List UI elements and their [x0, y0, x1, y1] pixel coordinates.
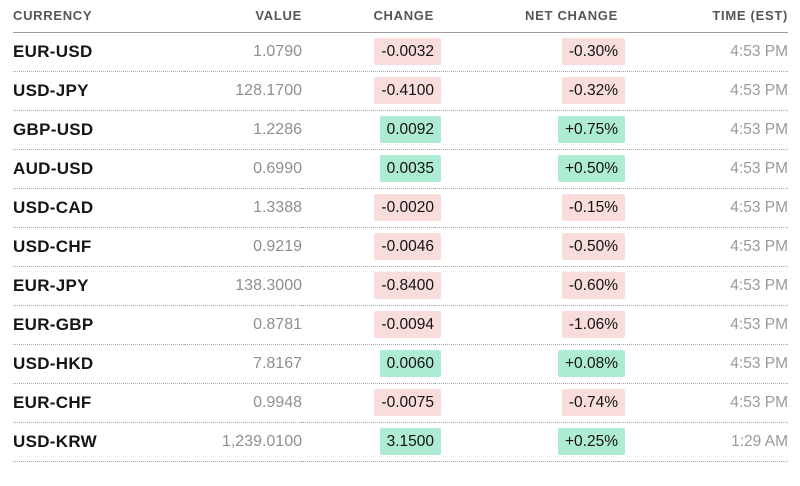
- change-badge: -0.0075: [374, 388, 441, 417]
- column-header-value: VALUE: [184, 0, 302, 33]
- net-change-badge: +0.08%: [557, 349, 625, 378]
- change-badge: -0.8400: [374, 271, 441, 300]
- time-cell: 4:53 PM: [618, 344, 788, 384]
- table-row: AUD-USD 0.6990 0.0035 +0.50% 4:53 PM: [13, 149, 788, 189]
- time-cell: 4:53 PM: [618, 383, 788, 423]
- table-row: EUR-USD 1.0790 -0.0032 -0.30% 4:53 PM: [13, 32, 788, 72]
- net-change-cell: -0.74%: [434, 383, 625, 423]
- change-badge: -0.0032: [374, 37, 441, 66]
- currency-pair-link[interactable]: EUR-JPY: [13, 266, 184, 306]
- currency-rates-panel: CURRENCY VALUE CHANGE NET CHANGE TIME (E…: [13, 0, 788, 462]
- change-badge: -0.0094: [374, 310, 441, 339]
- column-header-currency: CURRENCY: [13, 0, 184, 33]
- time-cell: 1:29 AM: [618, 422, 788, 462]
- net-change-cell: +0.50%: [434, 149, 625, 189]
- value-cell: 138.3000: [184, 266, 302, 306]
- change-badge: 0.0092: [379, 115, 441, 144]
- change-cell: 0.0092: [302, 110, 441, 150]
- table-row: EUR-JPY 138.3000 -0.8400 -0.60% 4:53 PM: [13, 266, 788, 306]
- net-change-cell: +0.08%: [434, 344, 625, 384]
- net-change-badge: -0.32%: [561, 76, 625, 105]
- time-cell: 4:53 PM: [618, 71, 788, 111]
- table-row: USD-HKD 7.8167 0.0060 +0.08% 4:53 PM: [13, 344, 788, 384]
- change-badge: -0.4100: [374, 76, 441, 105]
- column-header-change: CHANGE: [302, 0, 434, 33]
- column-header-net-change: NET CHANGE: [434, 0, 618, 33]
- change-cell: 0.0035: [302, 149, 441, 189]
- change-badge: 0.0035: [379, 154, 441, 183]
- currency-pair-link[interactable]: EUR-USD: [13, 32, 184, 72]
- net-change-cell: -1.06%: [434, 305, 625, 345]
- currency-pair-link[interactable]: USD-KRW: [13, 422, 184, 462]
- net-change-cell: -0.32%: [434, 71, 625, 111]
- change-badge: 3.1500: [379, 427, 441, 456]
- value-cell: 128.1700: [184, 71, 302, 111]
- change-cell: -0.0075: [302, 383, 441, 423]
- net-change-badge: +0.50%: [557, 154, 625, 183]
- time-cell: 4:53 PM: [618, 32, 788, 72]
- value-cell: 7.8167: [184, 344, 302, 384]
- value-cell: 1.2286: [184, 110, 302, 150]
- value-cell: 1.3388: [184, 188, 302, 228]
- time-cell: 4:53 PM: [618, 305, 788, 345]
- value-cell: 0.6990: [184, 149, 302, 189]
- table-row: EUR-CHF 0.9948 -0.0075 -0.74% 4:53 PM: [13, 383, 788, 423]
- time-cell: 4:53 PM: [618, 110, 788, 150]
- net-change-cell: +0.25%: [434, 422, 625, 462]
- value-cell: 1,239.0100: [184, 422, 302, 462]
- net-change-badge: -0.15%: [561, 193, 625, 222]
- change-cell: -0.0094: [302, 305, 441, 345]
- change-cell: -0.0032: [302, 32, 441, 72]
- time-cell: 4:53 PM: [618, 188, 788, 228]
- value-cell: 0.9219: [184, 227, 302, 267]
- currency-rates-table: CURRENCY VALUE CHANGE NET CHANGE TIME (E…: [13, 0, 788, 462]
- time-cell: 4:53 PM: [618, 227, 788, 267]
- value-cell: 0.9948: [184, 383, 302, 423]
- net-change-badge: -0.74%: [561, 388, 625, 417]
- currency-pair-link[interactable]: USD-JPY: [13, 71, 184, 111]
- change-cell: 3.1500: [302, 422, 441, 462]
- change-cell: -0.8400: [302, 266, 441, 306]
- table-row: USD-CHF 0.9219 -0.0046 -0.50% 4:53 PM: [13, 227, 788, 267]
- change-cell: -0.4100: [302, 71, 441, 111]
- change-badge: -0.0020: [374, 193, 441, 222]
- currency-pair-link[interactable]: USD-CHF: [13, 227, 184, 267]
- net-change-badge: +0.75%: [557, 115, 625, 144]
- table-row: USD-JPY 128.1700 -0.4100 -0.32% 4:53 PM: [13, 71, 788, 111]
- net-change-badge: -0.60%: [561, 271, 625, 300]
- value-cell: 0.8781: [184, 305, 302, 345]
- change-cell: -0.0020: [302, 188, 441, 228]
- net-change-badge: -1.06%: [561, 310, 625, 339]
- change-badge: 0.0060: [379, 349, 441, 378]
- time-cell: 4:53 PM: [618, 149, 788, 189]
- net-change-cell: +0.75%: [434, 110, 625, 150]
- change-badge: -0.0046: [374, 232, 441, 261]
- currency-pair-link[interactable]: USD-CAD: [13, 188, 184, 228]
- table-row: USD-CAD 1.3388 -0.0020 -0.15% 4:53 PM: [13, 188, 788, 228]
- net-change-cell: -0.30%: [434, 32, 625, 72]
- net-change-badge: -0.30%: [561, 37, 625, 66]
- currency-pair-link[interactable]: GBP-USD: [13, 110, 184, 150]
- time-cell: 4:53 PM: [618, 266, 788, 306]
- value-cell: 1.0790: [184, 32, 302, 72]
- net-change-badge: +0.25%: [557, 427, 625, 456]
- table-row: GBP-USD 1.2286 0.0092 +0.75% 4:53 PM: [13, 110, 788, 150]
- table-row: USD-KRW 1,239.0100 3.1500 +0.25% 1:29 AM: [13, 422, 788, 462]
- table-header-row: CURRENCY VALUE CHANGE NET CHANGE TIME (E…: [13, 0, 788, 33]
- net-change-cell: -0.15%: [434, 188, 625, 228]
- currency-pair-link[interactable]: EUR-GBP: [13, 305, 184, 345]
- currency-pair-link[interactable]: EUR-CHF: [13, 383, 184, 423]
- net-change-cell: -0.50%: [434, 227, 625, 267]
- net-change-badge: -0.50%: [561, 232, 625, 261]
- table-row: EUR-GBP 0.8781 -0.0094 -1.06% 4:53 PM: [13, 305, 788, 345]
- change-cell: 0.0060: [302, 344, 441, 384]
- change-cell: -0.0046: [302, 227, 441, 267]
- column-header-time: TIME (EST): [618, 0, 788, 33]
- currency-pair-link[interactable]: AUD-USD: [13, 149, 184, 189]
- currency-pair-link[interactable]: USD-HKD: [13, 344, 184, 384]
- net-change-cell: -0.60%: [434, 266, 625, 306]
